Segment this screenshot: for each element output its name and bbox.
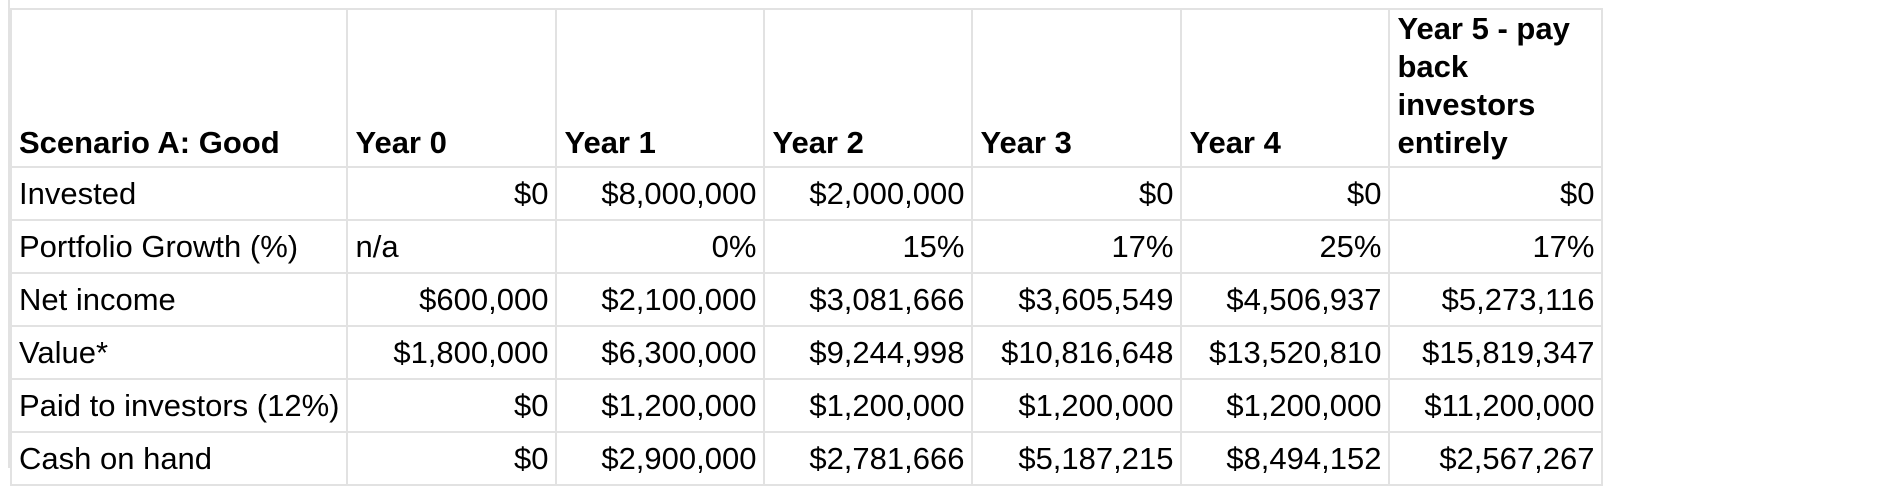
cell-row-label[interactable]: Net income xyxy=(9,272,349,327)
cell-value[interactable]: 15% xyxy=(763,219,974,274)
cell-value[interactable]: 0% xyxy=(555,219,766,274)
table-row: Invested $0 $8,000,000 $2,000,000 $0 $0 … xyxy=(9,166,1604,221)
cell-row-label[interactable]: Invested xyxy=(9,166,349,221)
cell-row-label[interactable]: Value* xyxy=(9,325,349,380)
cell-header-year-4[interactable]: Year 4 xyxy=(1180,8,1391,168)
cell-value[interactable]: $8,494,152 xyxy=(1180,431,1391,486)
cell-value[interactable]: $9,244,998 xyxy=(763,325,974,380)
cell-value[interactable]: $0 xyxy=(346,431,558,486)
cell-value[interactable]: $13,520,810 xyxy=(1180,325,1391,380)
table-row: Cash on hand $0 $2,900,000 $2,781,666 $5… xyxy=(9,431,1604,486)
cell-value[interactable]: $5,187,215 xyxy=(971,431,1183,486)
cell-value[interactable]: n/a xyxy=(346,219,558,274)
cell-row-label[interactable]: Cash on hand xyxy=(9,431,349,486)
cell-value[interactable]: $0 xyxy=(971,166,1183,221)
cell-value[interactable]: $3,605,549 xyxy=(971,272,1183,327)
table-row: Paid to investors (12%) $0 $1,200,000 $1… xyxy=(9,378,1604,433)
cell-header-year-2[interactable]: Year 2 xyxy=(763,8,974,168)
cell-header-year-3[interactable]: Year 3 xyxy=(971,8,1183,168)
cell-value[interactable]: $600,000 xyxy=(346,272,558,327)
cell-header-year-0[interactable]: Year 0 xyxy=(346,8,558,168)
cell-value[interactable]: 25% xyxy=(1180,219,1391,274)
cell-value[interactable]: $2,567,267 xyxy=(1388,431,1604,486)
cell-value[interactable]: $15,819,347 xyxy=(1388,325,1604,380)
cell-value[interactable]: $1,200,000 xyxy=(1180,378,1391,433)
spreadsheet-grid: Scenario A: Good Year 0 Year 1 Year 2 Ye… xyxy=(0,0,1604,486)
cell-value[interactable]: $5,273,116 xyxy=(1388,272,1604,327)
cell-header-year-5[interactable]: Year 5 - pay back investors entirely xyxy=(1388,8,1604,168)
cell-value[interactable]: $0 xyxy=(1388,166,1604,221)
cell-header-scenario[interactable]: Scenario A: Good xyxy=(9,8,349,168)
grid-left-edge xyxy=(0,0,10,468)
cell-value[interactable]: $11,200,000 xyxy=(1388,378,1604,433)
cell-value[interactable]: $2,100,000 xyxy=(555,272,766,327)
cell-value[interactable]: 17% xyxy=(1388,219,1604,274)
cell-value[interactable]: $4,506,937 xyxy=(1180,272,1391,327)
cell-value[interactable]: $1,200,000 xyxy=(555,378,766,433)
cell-value[interactable]: $2,900,000 xyxy=(555,431,766,486)
cell-header-year-1[interactable]: Year 1 xyxy=(555,8,766,168)
cell-value[interactable]: $8,000,000 xyxy=(555,166,766,221)
cell-value[interactable]: $0 xyxy=(346,378,558,433)
cell-value[interactable]: $3,081,666 xyxy=(763,272,974,327)
header-row: Scenario A: Good Year 0 Year 1 Year 2 Ye… xyxy=(9,8,1604,168)
cell-value[interactable]: $2,000,000 xyxy=(763,166,974,221)
cell-row-label[interactable]: Portfolio Growth (%) xyxy=(9,219,349,274)
cell-value[interactable]: 17% xyxy=(971,219,1183,274)
table-row: Portfolio Growth (%) n/a 0% 15% 17% 25% … xyxy=(9,219,1604,274)
cell-value[interactable]: $1,200,000 xyxy=(971,378,1183,433)
cell-value[interactable]: $1,200,000 xyxy=(763,378,974,433)
table-row: Net income $600,000 $2,100,000 $3,081,66… xyxy=(9,272,1604,327)
table-row: Value* $1,800,000 $6,300,000 $9,244,998 … xyxy=(9,325,1604,380)
cell-value[interactable]: $1,800,000 xyxy=(346,325,558,380)
cell-value[interactable]: $10,816,648 xyxy=(971,325,1183,380)
cell-value[interactable]: $0 xyxy=(1180,166,1391,221)
scenario-table: Scenario A: Good Year 0 Year 1 Year 2 Ye… xyxy=(9,8,1604,486)
cell-value[interactable]: $2,781,666 xyxy=(763,431,974,486)
cell-row-label[interactable]: Paid to investors (12%) xyxy=(9,378,349,433)
cell-value[interactable]: $6,300,000 xyxy=(555,325,766,380)
cell-value[interactable]: $0 xyxy=(346,166,558,221)
